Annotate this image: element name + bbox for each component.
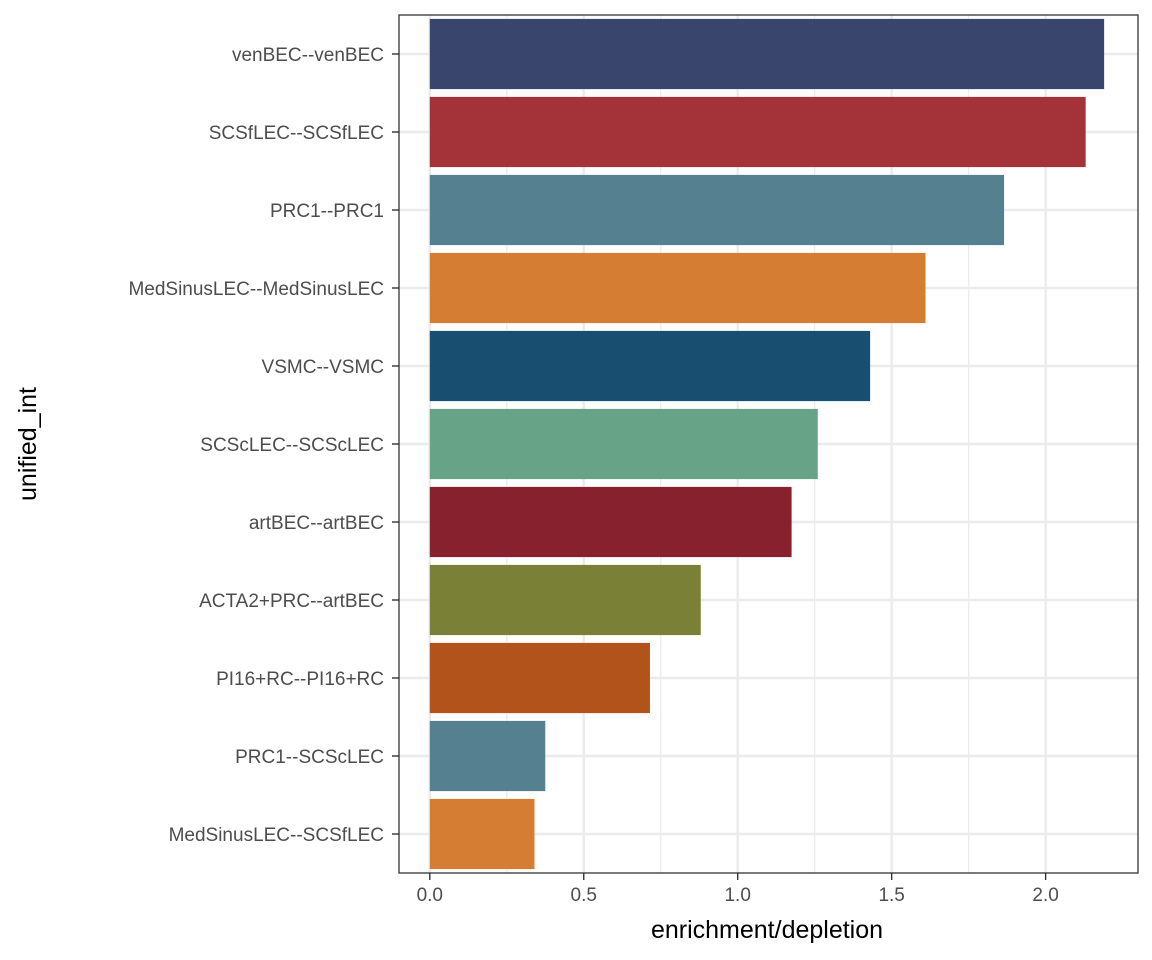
bar [429,798,535,870]
y-tick-label: PI16+RC--PI16+RC [216,669,384,690]
bar [429,486,792,558]
y-tick-label: ACTA2+PRC--artBEC [199,591,384,612]
y-tick-label: SCScLEC--SCScLEC [200,435,384,456]
y-axis-title: unified_int [14,387,42,501]
y-tick-label: PRC1--PRC1 [270,201,384,222]
bar [429,564,701,636]
x-tick-label: 2.0 [1032,885,1058,906]
x-tick-label: 1.5 [878,885,904,906]
bar [429,174,1005,246]
bar [429,408,818,480]
bar [429,18,1105,90]
y-tick-label: venBEC--venBEC [232,45,384,66]
y-tick-label: artBEC--artBEC [249,513,384,534]
bar [429,330,871,402]
y-tick-label: MedSinusLEC--SCSfLEC [169,825,384,846]
bar [429,252,926,324]
bar [429,642,650,714]
bar [429,96,1086,168]
x-axis-title: enrichment/depletion [651,916,883,944]
axis-ticks: 0.0 0.5 1.0 1.5 2.0 venBEC--venBEC SCSfLEC--SC… [128,45,1058,906]
bar [429,720,546,792]
x-tick-label: 1.0 [724,885,750,906]
y-tick-label: SCSfLEC--SCSfLEC [209,123,384,144]
x-tick-label: 0.0 [417,885,443,906]
y-tick-label: VSMC--VSMC [262,357,384,378]
y-tick-label: PRC1--SCScLEC [235,747,384,768]
x-tick-label: 0.5 [571,885,597,906]
y-tick-label: MedSinusLEC--MedSinusLEC [128,279,384,300]
bars [429,18,1105,870]
